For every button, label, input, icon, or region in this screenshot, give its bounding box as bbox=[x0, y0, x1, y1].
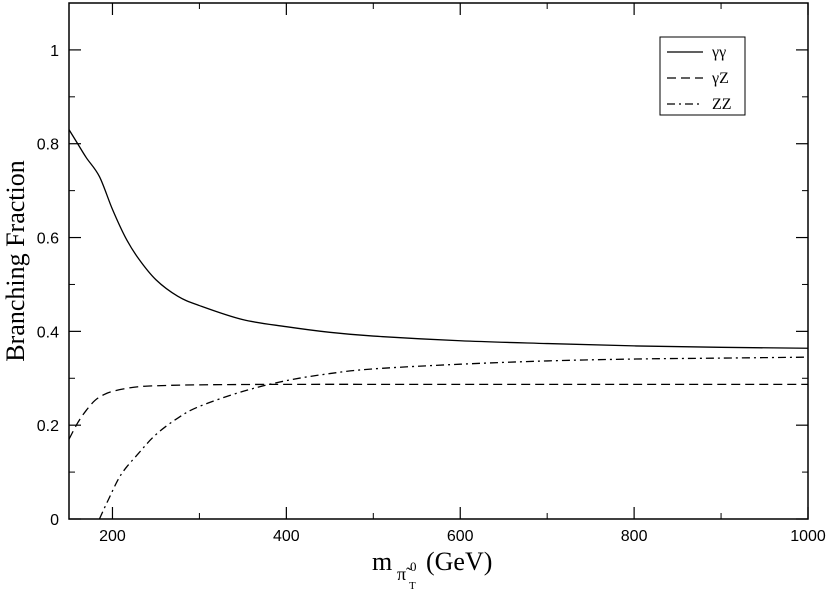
series-gamma-gamma-line bbox=[68, 129, 809, 349]
y-tick-label: 0.6 bbox=[37, 231, 59, 248]
legend-entry-z-z-label: ZZ bbox=[712, 96, 732, 113]
y-axis-title: Branching Fraction bbox=[1, 160, 30, 361]
legend-entry-gamma-z-label: γZ bbox=[711, 70, 729, 87]
legend-entries: γγ γZ ZZ bbox=[667, 44, 732, 113]
x-tick-label: 400 bbox=[273, 528, 300, 545]
plot-frame bbox=[68, 2, 809, 520]
y-tick-label: 0.8 bbox=[37, 137, 59, 154]
series-gamma-z-line bbox=[68, 383, 808, 440]
x-tick-label: 800 bbox=[621, 528, 648, 545]
x-tick-label: 600 bbox=[447, 528, 474, 545]
y-tick-label: 0 bbox=[50, 512, 59, 529]
legend: γγ γZ ZZ bbox=[659, 36, 746, 116]
x-axis-title: m π̃ 0 T (GeV) bbox=[372, 547, 492, 592]
series-layer bbox=[68, 129, 809, 520]
legend-entry-gamma-gamma-label: γγ bbox=[711, 44, 726, 61]
x-axis-title-unit: (GeV) bbox=[426, 547, 492, 576]
series-z-z-line bbox=[98, 356, 809, 520]
x-axis-title-sub-subscript: T bbox=[409, 580, 416, 592]
y-tick-label: 0.4 bbox=[37, 324, 59, 341]
y-ticks: 0 0.2 0.4 0.6 0.8 1 bbox=[37, 2, 808, 529]
x-tick-label: 1000 bbox=[790, 528, 826, 545]
x-tick-label: 200 bbox=[99, 528, 126, 545]
x-ticks: 200 400 600 800 1000 bbox=[99, 3, 826, 545]
y-tick-label: 1 bbox=[50, 43, 59, 60]
x-axis-title-main: m bbox=[372, 547, 392, 576]
y-tick-label: 0.2 bbox=[37, 418, 59, 435]
legend-box bbox=[659, 36, 746, 116]
x-axis-title-sub-superscript: 0 bbox=[410, 559, 417, 574]
